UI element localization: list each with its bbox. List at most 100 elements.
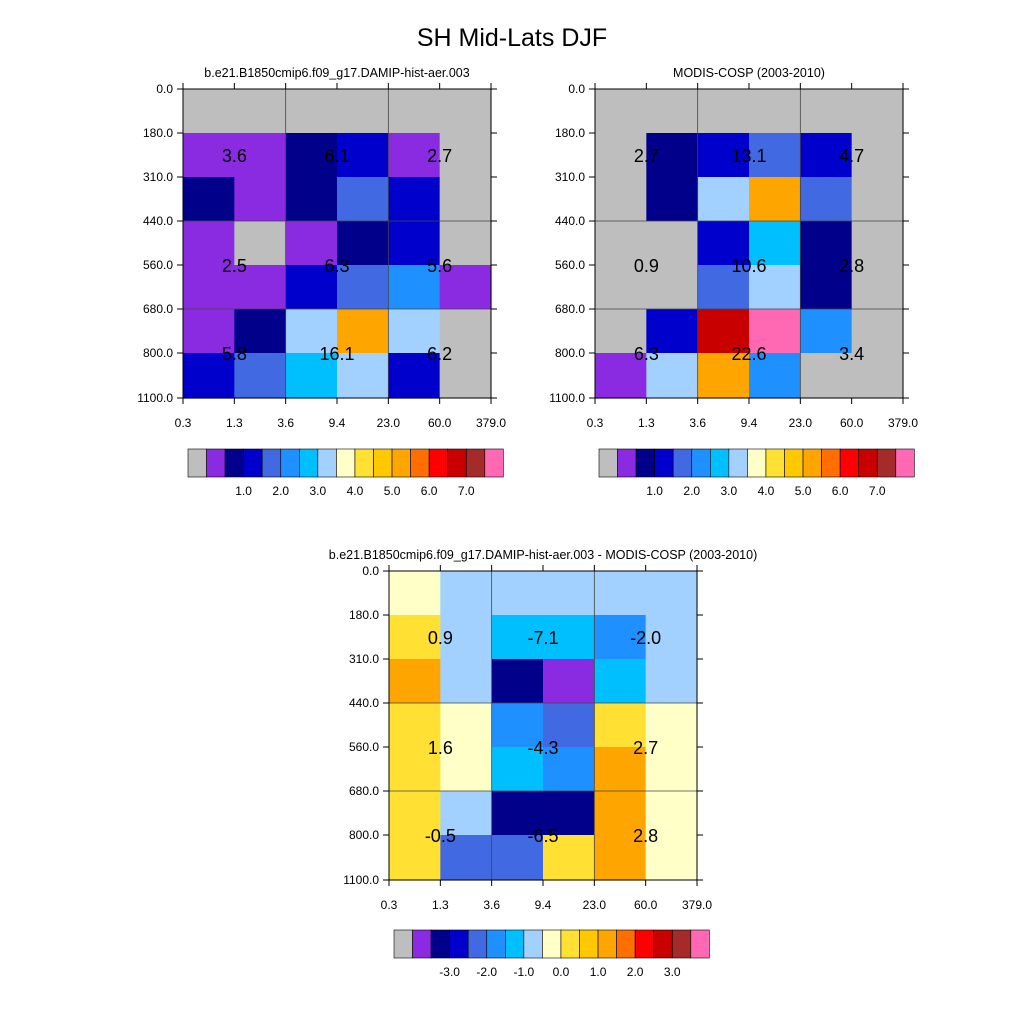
colorbar-label: 0.0 (553, 965, 570, 979)
heatmap-cell (645, 791, 698, 836)
heatmap-cell (183, 177, 235, 222)
colorbar-label: 6.0 (832, 484, 849, 498)
heatmap-cell (595, 89, 647, 134)
y-tick-label: 180.0 (143, 126, 173, 140)
cell-value-label: 13.1 (731, 146, 766, 166)
cell-value-label: 16.1 (319, 344, 354, 364)
y-tick-label: 440.0 (143, 214, 173, 228)
heatmap-cell (697, 133, 750, 178)
heatmap-cell (440, 791, 493, 836)
heatmap-cell (646, 221, 699, 266)
heatmap-cell (543, 703, 595, 748)
y-tick-label: 310.0 (143, 170, 173, 184)
heatmap-cell (388, 309, 441, 354)
figure-title: SH Mid-Lats DJF (417, 24, 607, 52)
colorbar-swatch (393, 929, 413, 959)
y-tick-label: 560.0 (143, 258, 173, 272)
colorbar-swatch (765, 448, 785, 478)
x-tick-label: 379.0 (682, 898, 712, 912)
y-tick-label: 310.0 (349, 652, 379, 666)
colorbar-label: 7.0 (458, 484, 475, 498)
colorbar: 1.0 2.0 3.0 4.0 5.0 6.0 7.0 (187, 448, 504, 498)
heatmap-panel-2: MODIS-COSP (2003-2010) 0.0 180.0 310.0 440.0… (549, 66, 918, 498)
heatmap-cell (543, 615, 595, 660)
colorbar-swatch (486, 929, 506, 959)
heatmap-cell (183, 221, 235, 266)
heatmap-cell (388, 265, 441, 310)
heatmap-cell (389, 747, 441, 792)
heatmap-cell (594, 703, 647, 748)
colorbar-label: 4.0 (758, 484, 775, 498)
heatmap-cell (646, 89, 699, 134)
heatmap-cell (388, 221, 441, 266)
heatmap-cell (543, 571, 595, 616)
colorbar-label: 1.0 (646, 484, 663, 498)
colorbar-swatch (224, 448, 244, 478)
cell-value-label: 6.3 (634, 344, 659, 364)
cell-value-label: 0.9 (634, 256, 659, 276)
y-tick-label: 0.0 (362, 564, 379, 578)
cell-value-label: -7.1 (527, 628, 558, 648)
heatmap-cell (285, 89, 338, 134)
heatmap-cell (543, 747, 595, 792)
colorbar-swatch (412, 929, 432, 959)
cell-value-label: -4.3 (527, 738, 558, 758)
heatmap-cell (851, 133, 904, 178)
colorbar-swatch (430, 929, 450, 959)
cell-value-label: 4.7 (839, 146, 864, 166)
heatmap-cell (183, 309, 235, 354)
heatmap-cell (440, 747, 493, 792)
panel-title: b.e21.B1850cmip6.f09_g17.DAMIP-hist-aer.… (204, 66, 469, 80)
colorbar-swatch (690, 929, 710, 959)
heatmap-cell (337, 133, 389, 178)
heatmap-cell (749, 89, 801, 134)
y-tick-label: 560.0 (555, 258, 585, 272)
colorbar-swatch (280, 448, 300, 478)
colorbar-label: 4.0 (347, 484, 364, 498)
heatmap-cell (800, 89, 853, 134)
heatmap-cell (388, 89, 441, 134)
heatmap-cell (749, 221, 801, 266)
heatmap-cell (697, 89, 750, 134)
heatmap-cell (646, 265, 699, 310)
heatmap-cell (285, 133, 338, 178)
heatmap-cell (389, 791, 441, 836)
colorbar-label: 2.0 (272, 484, 289, 498)
heatmap-cell (439, 133, 492, 178)
heatmap-cell (234, 177, 287, 222)
cell-value-label: -2.0 (630, 628, 661, 648)
colorbar-swatch (354, 448, 374, 478)
colorbar-swatch (373, 448, 393, 478)
cell-value-label: 2.7 (633, 738, 658, 758)
heatmap-cell (851, 353, 904, 399)
heatmap-cell (285, 353, 338, 399)
colorbar-swatch (187, 448, 207, 478)
heatmap-cell (389, 615, 441, 660)
x-tick-label: 1.3 (432, 898, 449, 912)
y-tick-label: 1100.0 (549, 391, 585, 405)
heatmap-cell (646, 133, 699, 178)
colorbar-swatch (802, 448, 822, 478)
y-tick-label: 1100.0 (137, 391, 173, 405)
colorbar-label: 3.0 (310, 484, 327, 498)
x-tick-label: 379.0 (888, 416, 918, 430)
x-tick-label: 23.0 (377, 416, 401, 430)
heatmap-cell (749, 309, 801, 354)
colorbar-swatch (449, 929, 469, 959)
x-tick-label: 60.0 (428, 416, 452, 430)
heatmap-cell (595, 177, 647, 222)
y-tick-label: 800.0 (555, 346, 585, 360)
cell-value-label: 6.1 (324, 146, 349, 166)
cell-value-label: 22.6 (731, 344, 766, 364)
colorbar-swatch (428, 448, 448, 478)
colorbar-swatch (895, 448, 915, 478)
colorbar-swatch (635, 448, 655, 478)
heatmap-cell (595, 309, 647, 354)
heatmap-cell (645, 835, 698, 881)
heatmap-cell (645, 659, 698, 704)
y-tick-label: 180.0 (349, 608, 379, 622)
cell-value-label: 6.3 (324, 256, 349, 276)
cell-value-label: 2.8 (633, 826, 658, 846)
heatmap-cell (183, 265, 235, 310)
